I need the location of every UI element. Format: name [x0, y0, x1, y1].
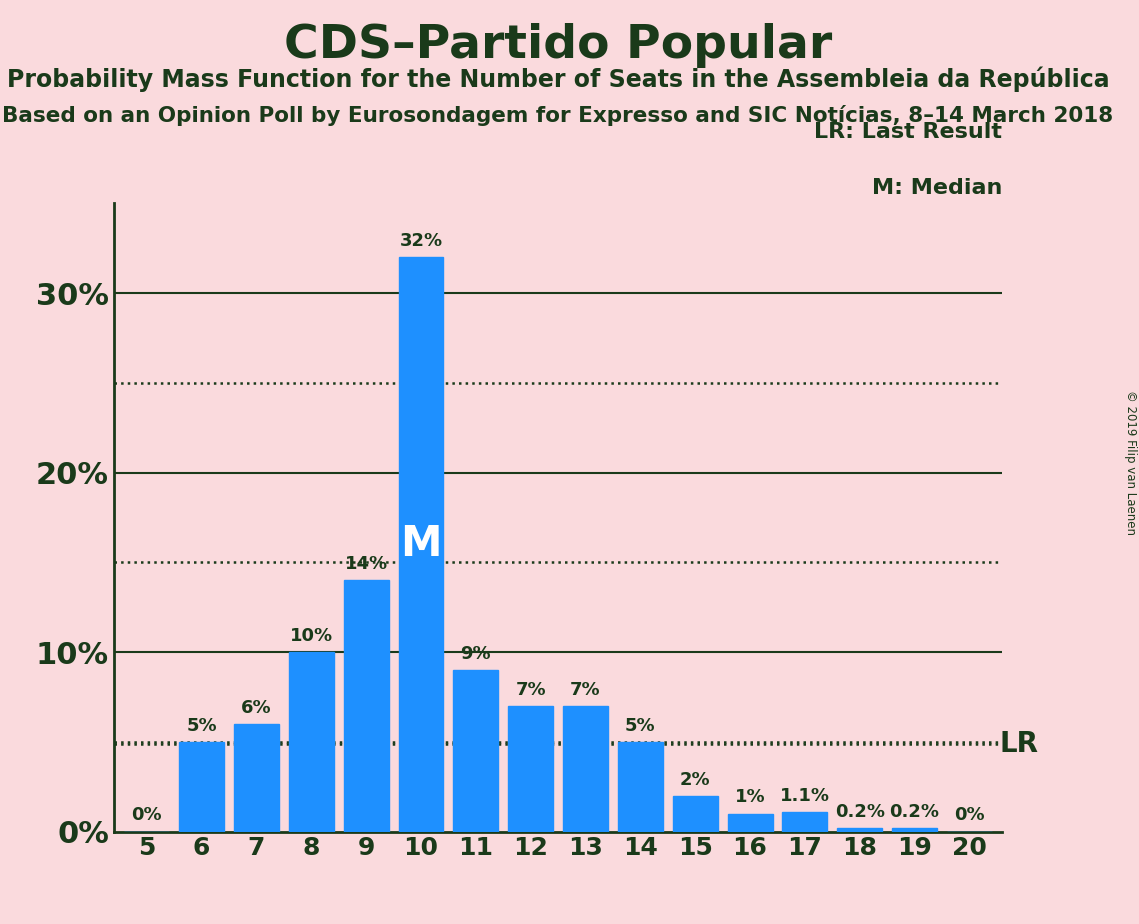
Bar [179, 742, 224, 832]
Text: 1.1%: 1.1% [780, 786, 830, 805]
Text: 9%: 9% [460, 645, 491, 663]
Bar [508, 706, 554, 832]
Bar [453, 670, 499, 832]
Text: 7%: 7% [515, 681, 546, 699]
Bar [892, 828, 937, 832]
Text: 14%: 14% [345, 555, 387, 573]
Bar [673, 796, 718, 832]
Bar [344, 580, 388, 832]
Text: 7%: 7% [571, 681, 601, 699]
Text: 0%: 0% [131, 807, 162, 824]
Text: 0.2%: 0.2% [835, 803, 885, 821]
Text: 5%: 5% [625, 717, 656, 735]
Text: 2%: 2% [680, 771, 711, 788]
Bar [289, 652, 334, 832]
Text: M: Median: M: Median [872, 178, 1002, 198]
Bar [399, 257, 443, 832]
Text: 1%: 1% [735, 788, 765, 807]
Text: 5%: 5% [187, 717, 216, 735]
Text: © 2019 Filip van Laenen: © 2019 Filip van Laenen [1124, 390, 1137, 534]
Text: CDS–Partido Popular: CDS–Partido Popular [284, 23, 833, 68]
Text: LR: LR [1000, 730, 1039, 758]
Bar [233, 723, 279, 832]
Text: 10%: 10% [289, 626, 333, 645]
Bar [563, 706, 608, 832]
Bar [728, 814, 772, 832]
Bar [837, 828, 883, 832]
Text: Based on an Opinion Poll by Eurosondagem for Expresso and SIC Notícias, 8–14 Mar: Based on an Opinion Poll by Eurosondagem… [2, 105, 1114, 127]
Text: Probability Mass Function for the Number of Seats in the Assembleia da República: Probability Mass Function for the Number… [7, 67, 1109, 92]
Text: M: M [400, 523, 442, 565]
Bar [782, 812, 827, 832]
Text: LR: Last Result: LR: Last Result [814, 122, 1002, 141]
Text: 6%: 6% [241, 699, 272, 717]
Bar [617, 742, 663, 832]
Text: 32%: 32% [400, 232, 443, 250]
Text: 0.2%: 0.2% [890, 803, 940, 821]
Text: 0%: 0% [954, 807, 985, 824]
